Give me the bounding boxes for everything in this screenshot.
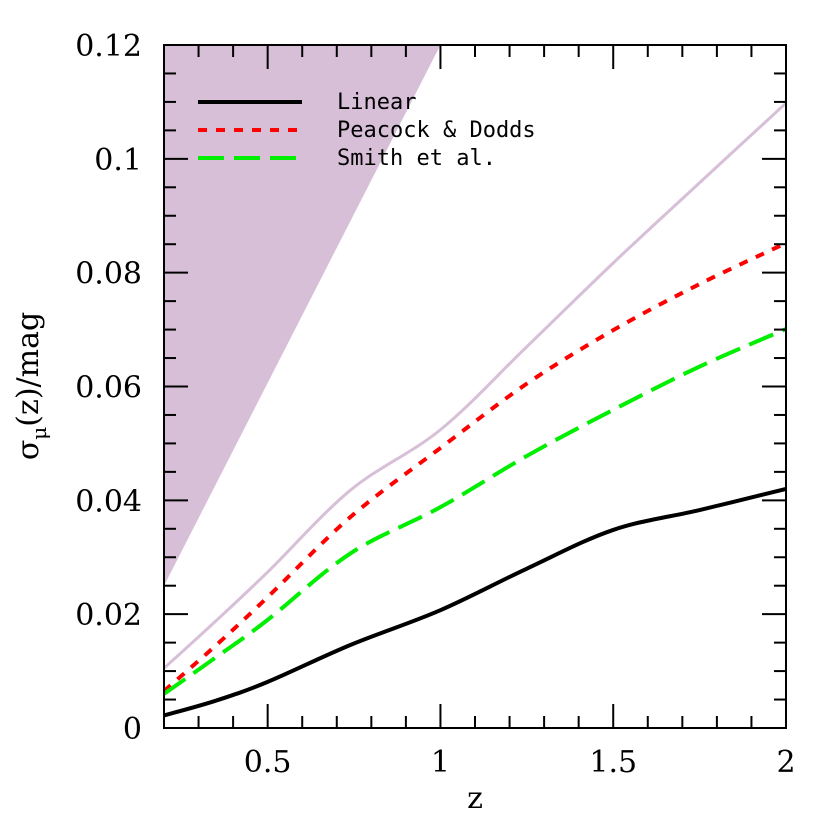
legend-label: Peacock & Dodds	[337, 118, 536, 143]
x-tick-label: 0.5	[244, 745, 292, 780]
x-tick-label: 1	[431, 745, 450, 780]
curve-smith-et-al-	[162, 327, 787, 696]
legend: Linear Peacock & Dodds Smith et al.	[198, 90, 536, 171]
y-axis-label: σμ(z)/mag	[11, 312, 51, 460]
y-tick-label: 0.12	[75, 29, 142, 64]
y-tick-label: 0.04	[75, 484, 142, 519]
legend-label: Smith et al.	[337, 146, 496, 171]
plot-frame	[163, 44, 787, 729]
y-tick-label: 0.02	[75, 598, 142, 633]
x-tick-labels: 0.5 1 1.5 2	[244, 745, 796, 780]
y-tick-label: 0.1	[94, 143, 142, 178]
y-tick-labels: 0 0.02 0.04 0.06 0.08 0.1 0.12	[75, 29, 142, 747]
legend-item: Smith et al.	[198, 146, 496, 171]
excluded-region	[164, 45, 441, 586]
shaded-region	[164, 45, 441, 586]
legend-item: Linear	[198, 90, 416, 115]
legend-label: Linear	[337, 90, 416, 115]
data-curves	[162, 101, 788, 718]
y-tick-label: 0.06	[75, 371, 142, 406]
legend-item: Peacock & Dodds	[198, 118, 536, 143]
x-tick-label: 2	[776, 745, 795, 780]
x-axis-label: z	[467, 781, 483, 816]
curve-reference-line	[162, 101, 788, 670]
curve-peacock-dodds	[162, 241, 787, 693]
y-tick-label: 0.08	[75, 257, 142, 292]
curve-linear	[163, 487, 787, 718]
x-tick-label: 1.5	[589, 745, 637, 780]
y-tick-label: 0	[123, 712, 142, 747]
